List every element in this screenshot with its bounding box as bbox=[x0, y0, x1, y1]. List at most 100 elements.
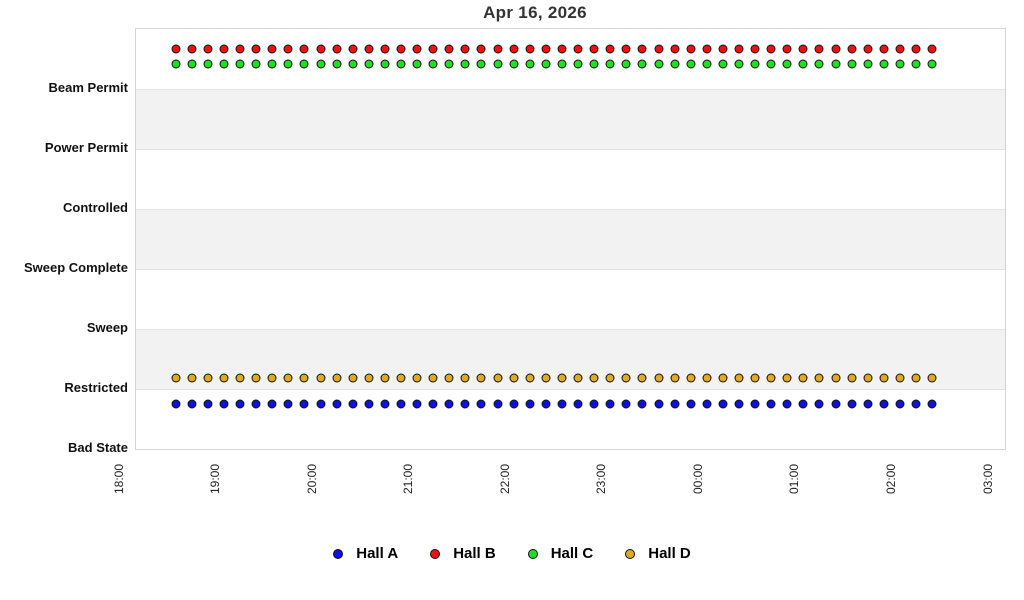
data-point-hall-b bbox=[863, 44, 873, 54]
data-point-hall-a bbox=[348, 399, 358, 409]
data-point-hall-c bbox=[541, 59, 551, 69]
data-point-hall-a bbox=[702, 399, 712, 409]
data-point-hall-a bbox=[573, 399, 583, 409]
data-point-hall-b bbox=[686, 44, 696, 54]
data-point-hall-a bbox=[734, 399, 744, 409]
legend: Hall A Hall B Hall C Hall D bbox=[0, 545, 1024, 562]
data-point-hall-a bbox=[316, 399, 326, 409]
data-point-hall-d bbox=[509, 373, 519, 383]
data-point-hall-d bbox=[702, 373, 712, 383]
data-point-hall-c bbox=[831, 59, 841, 69]
data-point-hall-c bbox=[251, 59, 261, 69]
data-point-hall-d bbox=[364, 373, 374, 383]
data-point-hall-b bbox=[332, 44, 342, 54]
data-point-hall-d bbox=[187, 373, 197, 383]
data-point-hall-b bbox=[637, 44, 647, 54]
chart-title: Apr 16, 2026 bbox=[483, 3, 587, 22]
data-point-hall-c bbox=[927, 59, 937, 69]
plot-band bbox=[135, 329, 1005, 389]
data-point-hall-d bbox=[621, 373, 631, 383]
data-point-hall-d bbox=[911, 373, 921, 383]
data-point-hall-d bbox=[332, 373, 342, 383]
data-point-hall-a bbox=[187, 399, 197, 409]
data-point-hall-c bbox=[428, 59, 438, 69]
data-point-hall-a bbox=[766, 399, 776, 409]
data-point-hall-d bbox=[589, 373, 599, 383]
data-point-hall-d bbox=[814, 373, 824, 383]
data-point-hall-b bbox=[412, 44, 422, 54]
data-point-hall-b bbox=[557, 44, 567, 54]
data-point-hall-c bbox=[879, 59, 889, 69]
data-point-hall-d bbox=[299, 373, 309, 383]
data-point-hall-d bbox=[766, 373, 776, 383]
data-point-hall-b bbox=[718, 44, 728, 54]
data-point-hall-a bbox=[412, 399, 422, 409]
data-point-hall-d bbox=[203, 373, 213, 383]
data-point-hall-a bbox=[171, 399, 181, 409]
data-point-hall-c bbox=[316, 59, 326, 69]
data-point-hall-d bbox=[444, 373, 454, 383]
data-point-hall-b bbox=[171, 44, 181, 54]
data-point-hall-a bbox=[621, 399, 631, 409]
data-point-hall-a bbox=[911, 399, 921, 409]
plot-band bbox=[135, 209, 1005, 269]
data-point-hall-a bbox=[525, 399, 535, 409]
data-point-hall-a bbox=[814, 399, 824, 409]
data-point-hall-d bbox=[219, 373, 229, 383]
data-point-hall-b bbox=[283, 44, 293, 54]
x-axis-label: 18:00 bbox=[111, 463, 126, 494]
data-point-hall-d bbox=[283, 373, 293, 383]
data-point-hall-a bbox=[670, 399, 680, 409]
data-point-hall-d bbox=[750, 373, 760, 383]
data-point-hall-c bbox=[219, 59, 229, 69]
data-point-hall-b bbox=[235, 44, 245, 54]
plot-band bbox=[135, 89, 1005, 149]
data-point-hall-b bbox=[750, 44, 760, 54]
data-point-hall-c bbox=[895, 59, 905, 69]
data-point-hall-d bbox=[798, 373, 808, 383]
data-point-hall-b bbox=[782, 44, 792, 54]
data-point-hall-c bbox=[444, 59, 454, 69]
data-point-hall-d bbox=[605, 373, 615, 383]
data-point-hall-c bbox=[396, 59, 406, 69]
data-point-hall-d bbox=[831, 373, 841, 383]
data-point-hall-a bbox=[605, 399, 615, 409]
data-point-hall-b bbox=[525, 44, 535, 54]
data-point-hall-d bbox=[927, 373, 937, 383]
y-axis-label-restricted: Restricted bbox=[64, 380, 128, 395]
data-point-hall-a bbox=[654, 399, 663, 409]
data-point-hall-b bbox=[396, 44, 406, 54]
data-point-hall-a bbox=[509, 399, 519, 409]
data-point-hall-c bbox=[621, 59, 631, 69]
data-point-hall-d bbox=[654, 373, 663, 383]
data-point-hall-d bbox=[460, 373, 470, 383]
legend-marker-hall-c-icon bbox=[527, 548, 538, 559]
data-point-hall-b bbox=[428, 44, 438, 54]
data-point-hall-b bbox=[621, 44, 631, 54]
data-point-hall-d bbox=[235, 373, 245, 383]
data-point-hall-c bbox=[525, 59, 535, 69]
data-point-hall-a bbox=[879, 399, 889, 409]
data-point-hall-c bbox=[637, 59, 647, 69]
data-point-hall-d bbox=[412, 373, 422, 383]
data-point-hall-b bbox=[702, 44, 712, 54]
plot-band bbox=[135, 149, 1005, 209]
legend-label: Hall C bbox=[550, 545, 594, 562]
data-point-hall-b bbox=[573, 44, 583, 54]
data-point-hall-c bbox=[605, 59, 615, 69]
data-point-hall-b bbox=[380, 44, 390, 54]
y-axis-label-sweep: Sweep bbox=[86, 320, 128, 335]
data-point-hall-c bbox=[814, 59, 824, 69]
legend-item-hall-d: Hall D bbox=[625, 545, 691, 562]
data-point-hall-c bbox=[235, 59, 245, 69]
legend-item-hall-c: Hall C bbox=[527, 545, 594, 562]
data-point-hall-d bbox=[573, 373, 583, 383]
data-point-hall-b bbox=[895, 44, 905, 54]
data-point-hall-d bbox=[863, 373, 873, 383]
data-point-hall-b bbox=[476, 44, 486, 54]
data-point-hall-d bbox=[734, 373, 744, 383]
data-point-hall-d bbox=[171, 373, 181, 383]
data-point-hall-d bbox=[895, 373, 905, 383]
y-axis-label-controlled: Controlled bbox=[63, 200, 128, 215]
data-point-hall-a bbox=[927, 399, 937, 409]
